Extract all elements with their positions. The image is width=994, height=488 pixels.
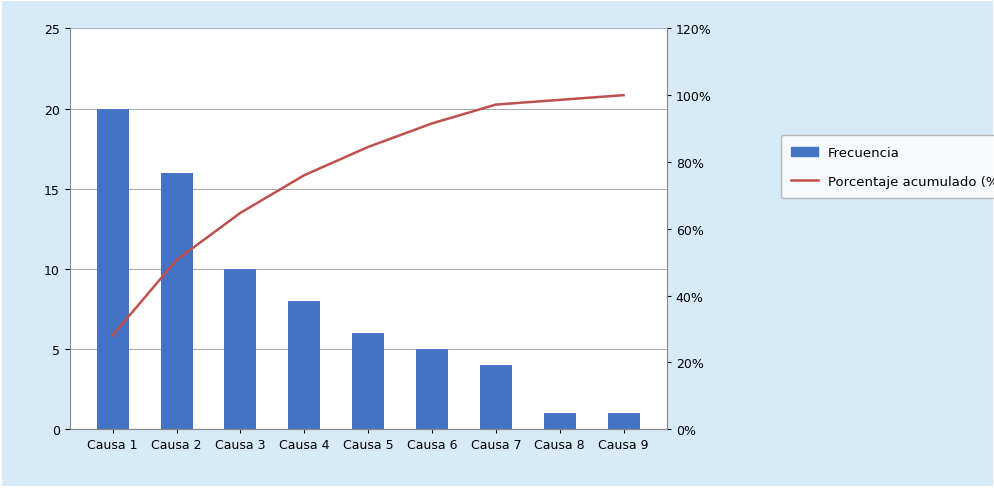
Bar [225,269,256,429]
Bar [415,349,447,429]
Bar [607,413,639,429]
Bar [479,366,511,429]
Bar [160,173,193,429]
Bar [543,413,576,429]
Bar [352,333,384,429]
Bar [96,109,128,429]
Legend: Frecuencia, Porcentaje acumulado (%): Frecuencia, Porcentaje acumulado (%) [780,136,994,199]
Bar [288,302,320,429]
